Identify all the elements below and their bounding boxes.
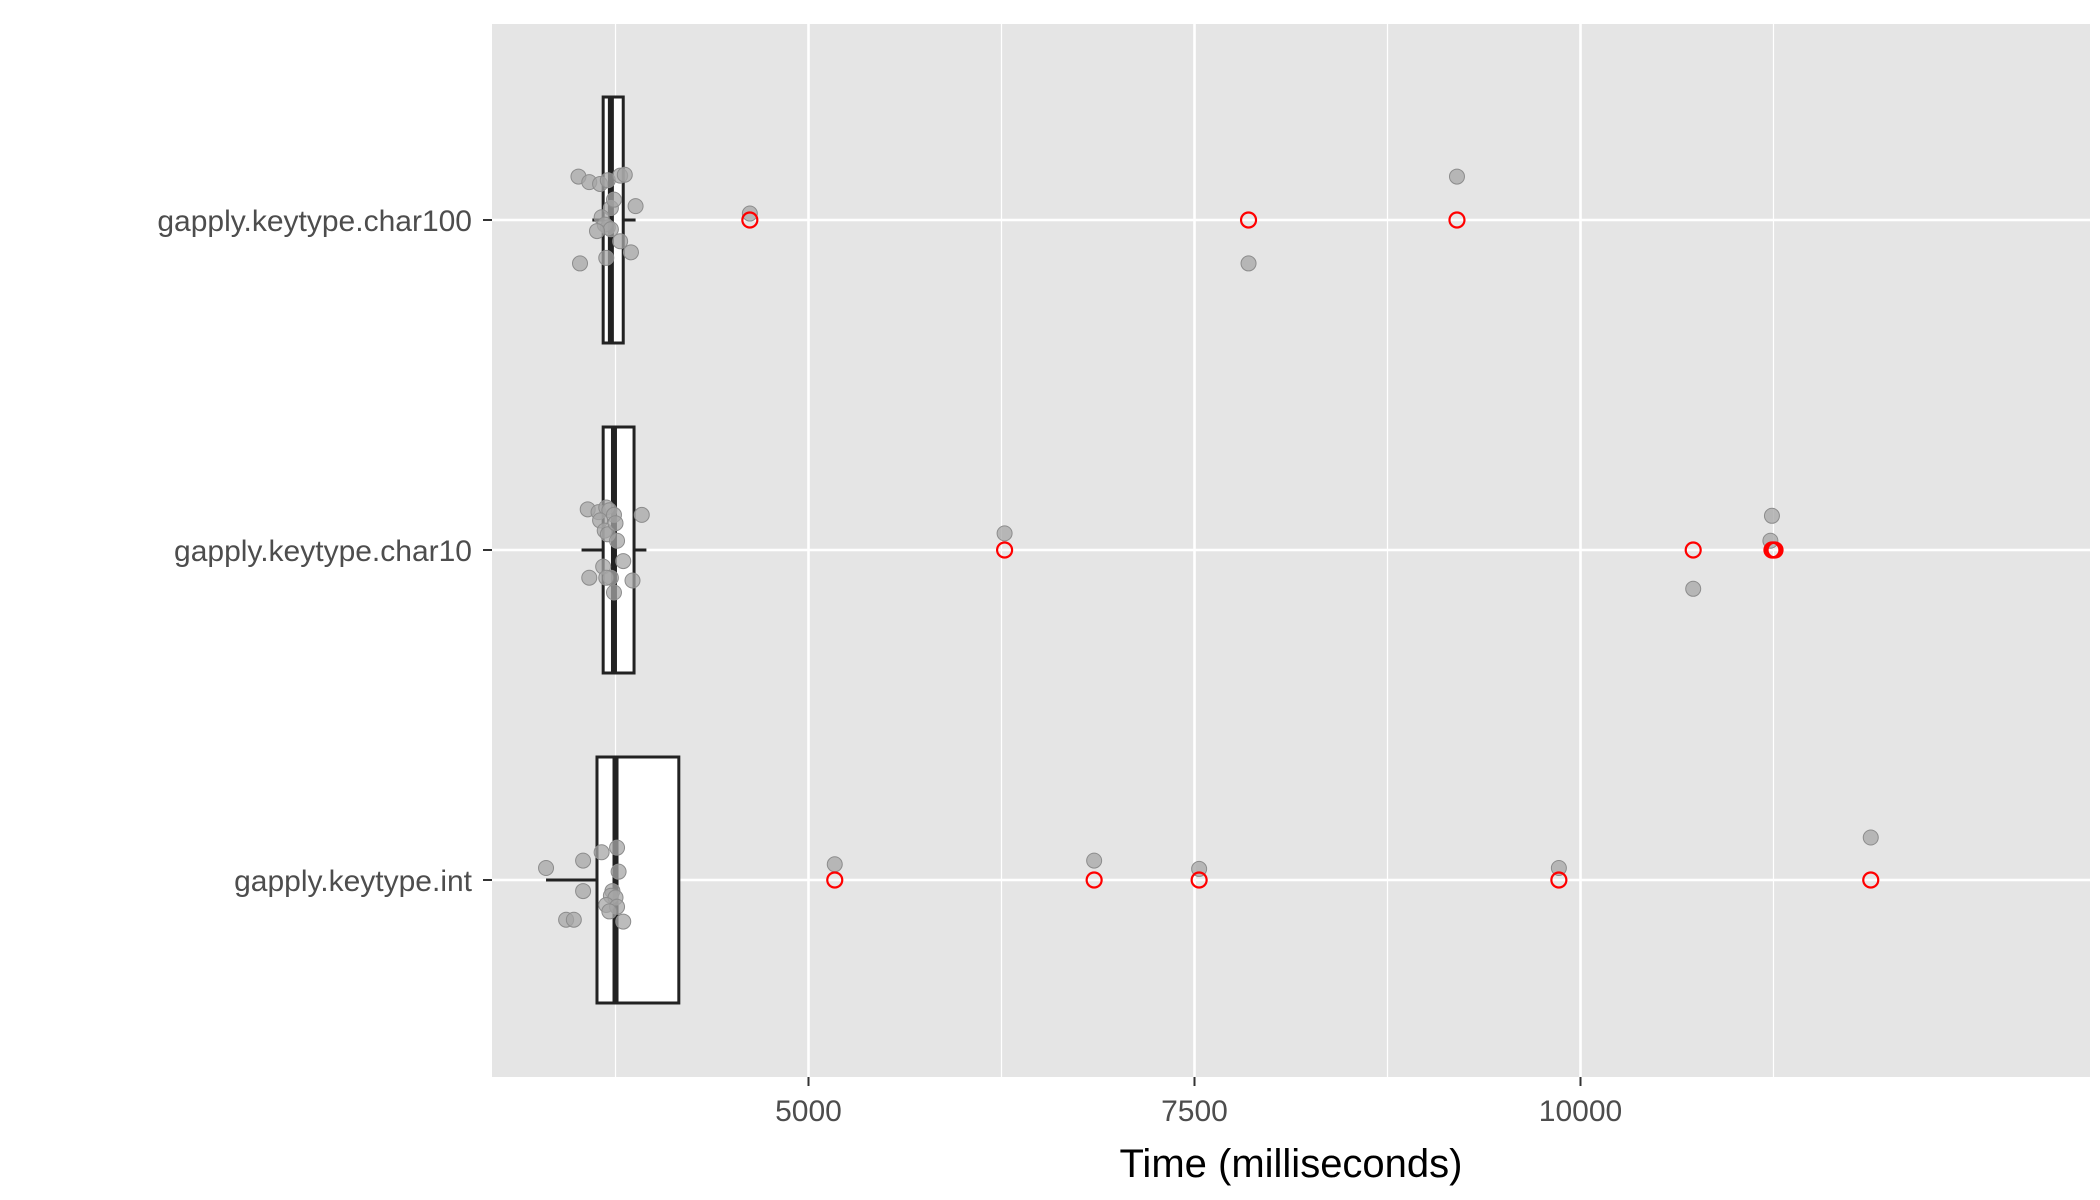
data-point: [610, 863, 627, 880]
data-point: [1550, 859, 1567, 876]
data-point: [615, 913, 632, 930]
box-iqr: [595, 755, 681, 1005]
data-points: [538, 166, 1880, 930]
data-point: [565, 911, 582, 928]
outlier-marker: [995, 541, 1014, 559]
data-point: [605, 584, 622, 601]
data-point: [1448, 168, 1465, 185]
x-tick-label: 10000: [1539, 1095, 1622, 1128]
data-point: [609, 839, 626, 856]
data-point: [1763, 507, 1780, 524]
outlier-marker: [826, 871, 844, 889]
data-point: [607, 515, 624, 532]
data-point: [593, 844, 610, 861]
data-point: [598, 569, 615, 586]
data-point: [598, 249, 615, 266]
data-point: [538, 859, 555, 876]
x-tick-label: 7500: [1161, 1095, 1228, 1128]
x-tick-label: 5000: [775, 1095, 842, 1128]
data-point: [622, 244, 639, 261]
data-point: [826, 856, 843, 873]
data-point: [1862, 829, 1879, 846]
y-category-label: gapply.keytype.int: [234, 865, 473, 898]
data-point: [612, 233, 629, 250]
data-point: [624, 572, 641, 589]
box-iqr: [601, 425, 636, 675]
outlier-marker: [1550, 871, 1568, 889]
outlier-marker: [1085, 871, 1103, 889]
x-axis-title: Time (milliseconds): [1119, 1142, 1462, 1186]
data-point: [627, 198, 644, 215]
data-point: [575, 883, 592, 900]
y-category-label: gapply.keytype.char100: [157, 205, 472, 238]
outlier-marker: [1766, 541, 1784, 559]
outlier-marker: [1448, 211, 1466, 229]
outlier-marker: [1239, 211, 1258, 229]
boxes: [546, 95, 681, 1005]
data-point: [633, 506, 650, 523]
data-point: [1240, 255, 1257, 272]
data-point: [616, 166, 633, 183]
outlier-marker: [1684, 541, 1702, 559]
data-point: [581, 569, 598, 586]
outlier-marker: [1190, 871, 1208, 889]
data-point: [601, 903, 618, 920]
axes: 5000 7500 10000 gapply.keytype.char100 gappl…: [157, 205, 1622, 1128]
outlier-marker: [741, 211, 759, 229]
y-category-label: gapply.keytype.char10: [174, 535, 472, 568]
data-point: [572, 255, 589, 272]
data-point: [1685, 580, 1702, 597]
data-point: [605, 191, 622, 208]
data-point: [996, 525, 1013, 542]
data-point: [575, 852, 592, 869]
data-point: [588, 223, 605, 240]
data-point: [609, 532, 626, 549]
data-point: [1086, 852, 1103, 869]
data-point: [615, 553, 632, 570]
outlier-marker: [1862, 871, 1880, 889]
